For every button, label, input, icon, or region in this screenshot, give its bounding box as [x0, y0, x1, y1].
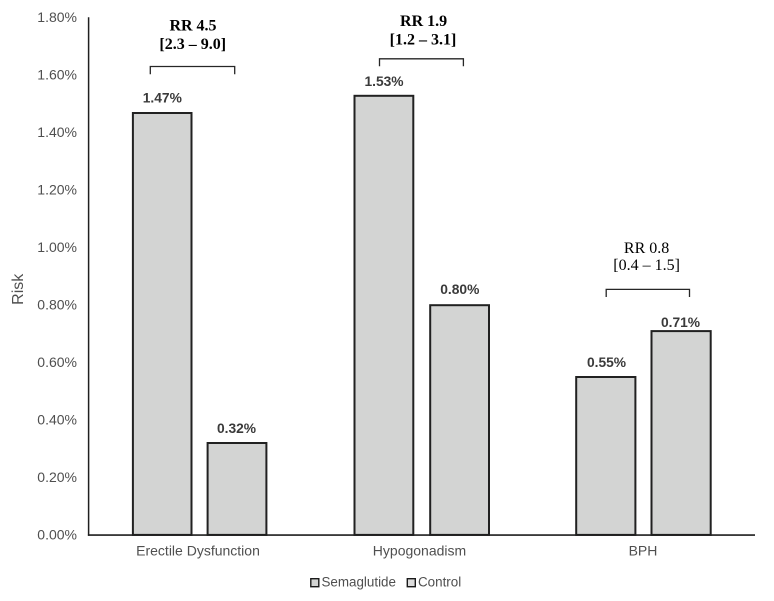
svg-text:[2.3 – 9.0]: [2.3 – 9.0] [159, 36, 226, 53]
svg-text:0.20%: 0.20% [37, 469, 77, 485]
svg-text:0.60%: 0.60% [37, 354, 77, 370]
svg-text:0.80%: 0.80% [37, 296, 77, 312]
svg-text:1.00%: 1.00% [37, 239, 77, 255]
svg-text:1.47%: 1.47% [143, 91, 182, 106]
svg-text:RR 4.5: RR 4.5 [169, 18, 216, 35]
svg-text:1.40%: 1.40% [37, 124, 77, 140]
svg-text:1.53%: 1.53% [364, 74, 403, 89]
svg-text:Hypogonadism: Hypogonadism [373, 543, 466, 559]
svg-text:1.80%: 1.80% [37, 9, 77, 25]
svg-text:Semaglutide: Semaglutide [322, 574, 396, 589]
svg-text:[0.4 – 1.5]: [0.4 – 1.5] [613, 257, 680, 274]
svg-text:1.20%: 1.20% [37, 182, 77, 198]
svg-text:0.55%: 0.55% [587, 355, 626, 370]
svg-text:BPH: BPH [629, 543, 658, 559]
svg-text:RR 1.9: RR 1.9 [400, 13, 447, 30]
svg-text:0.00%: 0.00% [37, 526, 77, 542]
svg-text:0.71%: 0.71% [661, 315, 700, 330]
svg-text:1.60%: 1.60% [37, 67, 77, 83]
svg-text:Control: Control [418, 574, 461, 589]
svg-text:0.40%: 0.40% [37, 411, 77, 427]
svg-text:0.80%: 0.80% [440, 282, 479, 297]
svg-text:[1.2 – 3.1]: [1.2 – 3.1] [390, 32, 457, 49]
svg-text:Erectile Dysfunction: Erectile Dysfunction [136, 543, 260, 559]
svg-text:RR 0.8: RR 0.8 [624, 240, 669, 257]
svg-text:Risk: Risk [10, 273, 27, 305]
svg-text:0.32%: 0.32% [217, 421, 256, 436]
